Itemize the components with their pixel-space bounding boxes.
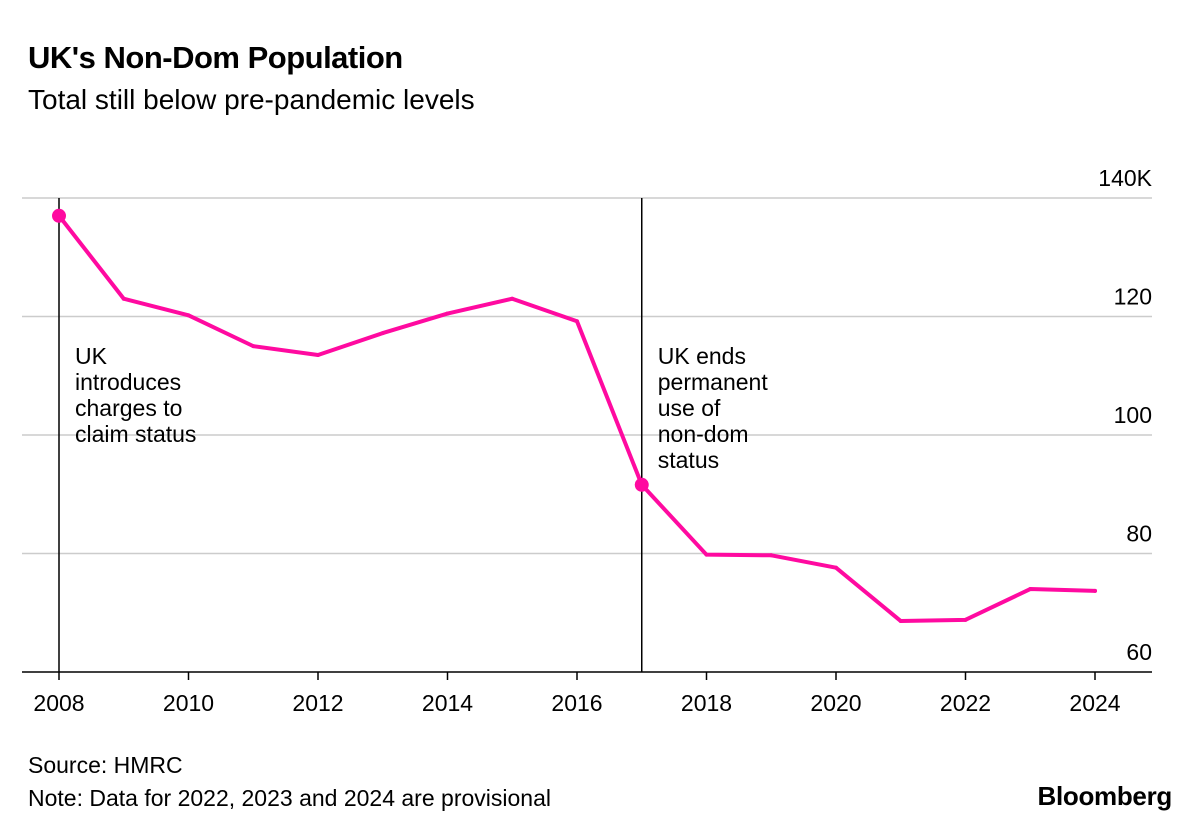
data-series [52, 208, 1097, 624]
y-axis-ticks: 60 80 100 120 140K [1098, 165, 1152, 665]
data-point [1093, 588, 1097, 593]
data-point [251, 344, 256, 349]
source-note: Source: HMRC [28, 752, 183, 778]
data-point [121, 296, 126, 301]
data-point [380, 331, 385, 336]
data-point [186, 313, 191, 318]
annotation-text-line: UK [75, 343, 108, 369]
annotation-text-line: permanent [658, 369, 769, 395]
annotated-point [52, 208, 66, 223]
x-tick-label: 2014 [422, 690, 473, 716]
y-tick-label: 120 [1114, 284, 1152, 310]
data-point [445, 311, 450, 316]
x-tick-label: 2016 [551, 690, 602, 716]
x-tick-label: 2022 [940, 690, 991, 716]
annotated-point [634, 477, 649, 492]
x-tick-label: 2024 [1069, 690, 1120, 716]
data-point [834, 565, 838, 570]
x-tick-label: 2020 [810, 690, 861, 716]
data-point [963, 617, 968, 622]
data-point [1028, 587, 1033, 592]
y-tick-label: 140K [1098, 165, 1152, 191]
x-tick-label: 2010 [163, 690, 214, 716]
x-axis-ticks: 2008 2010 2012 2014 2016 2018 2020 2022 2024 [33, 672, 1121, 716]
y-tick-label: 100 [1114, 402, 1152, 428]
data-point [575, 319, 579, 324]
x-tick-label: 2012 [292, 690, 343, 716]
y-tick-label: 60 [1126, 639, 1152, 665]
data-point [898, 619, 903, 624]
annotations: UK introduces charges to claim status UK end… [58, 198, 769, 672]
annotation-text-line: claim status [75, 421, 196, 447]
series-line [57, 213, 1097, 624]
annotation-text-line: introduces [75, 369, 181, 395]
annotation-text-line: status [658, 447, 719, 473]
data-point [510, 296, 515, 301]
x-tick-label: 2018 [681, 690, 732, 716]
data-point [769, 553, 774, 558]
data-point [704, 552, 709, 557]
chart-title: UK's Non-Dom Population [28, 40, 403, 75]
annotation-text-line: use of [658, 395, 721, 421]
annotation-text: UK ends permanent use of non-dom status [658, 343, 769, 473]
chart-subtitle: Total still below pre-pandemic levels [28, 84, 475, 115]
y-tick-label: 80 [1126, 521, 1152, 547]
data-note: Note: Data for 2022, 2023 and 2024 are p… [28, 785, 551, 811]
bloomberg-logo: Bloomberg [1037, 781, 1172, 811]
x-tick-label: 2008 [33, 690, 84, 716]
annotation-text: UK introduces charges to claim status [75, 343, 196, 447]
data-point [316, 353, 320, 358]
gridlines [22, 197, 1152, 673]
annotation-text-line: UK ends [658, 343, 746, 369]
annotation-text-line: non-dom [658, 421, 749, 447]
annotation-text-line: charges to [75, 395, 182, 421]
